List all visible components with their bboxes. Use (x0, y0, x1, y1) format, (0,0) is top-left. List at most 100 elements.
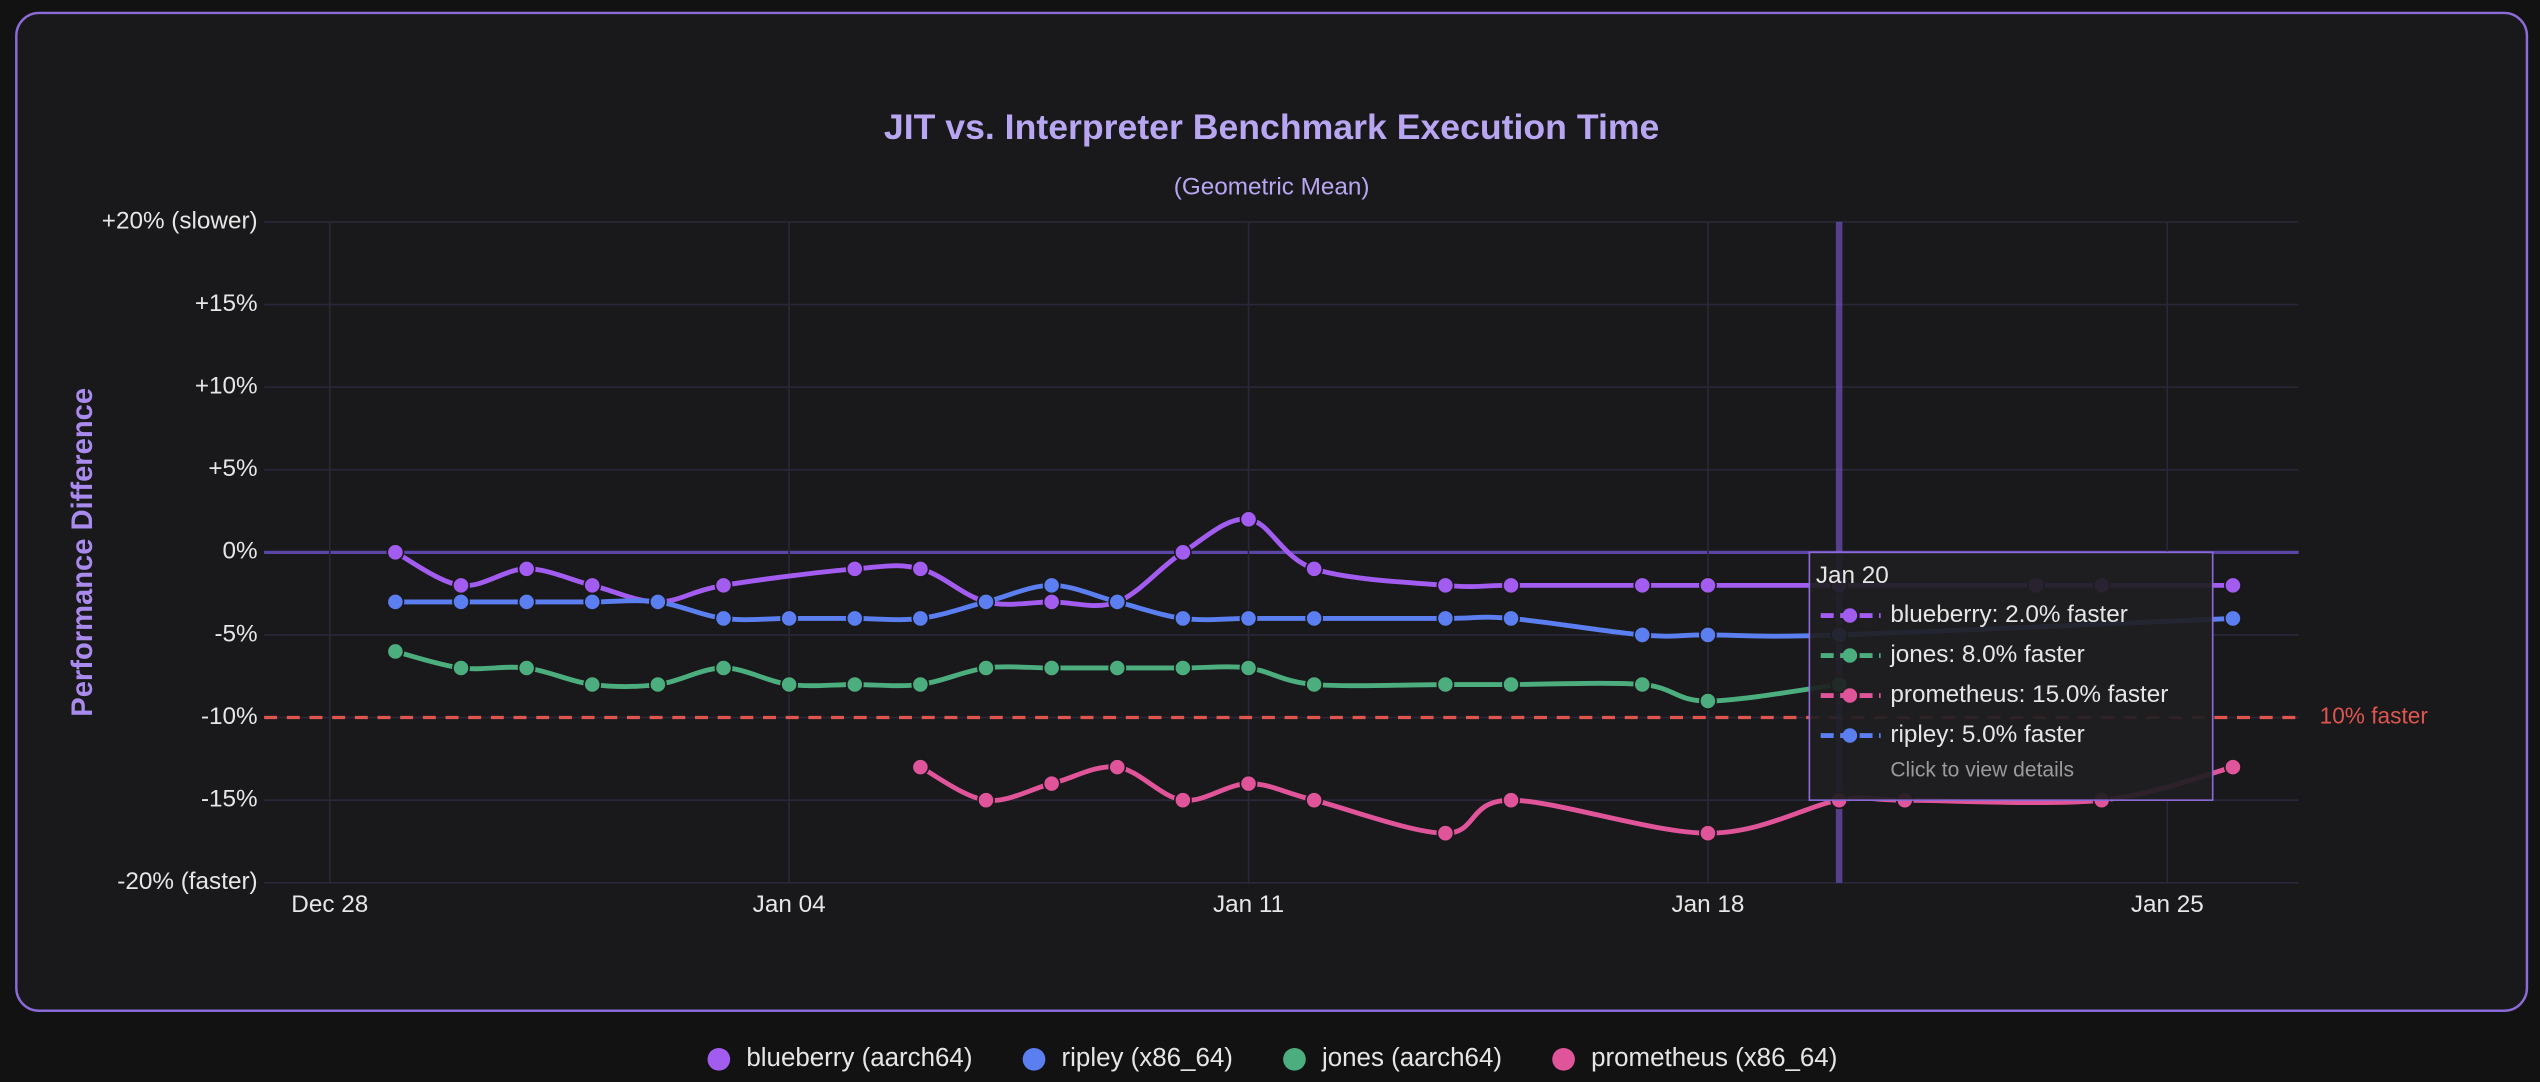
data-point[interactable] (845, 675, 864, 694)
legend-label: ripley (x86_64) (1062, 1044, 1233, 1072)
data-point[interactable] (1633, 576, 1652, 595)
x-tick-label: Jan 25 (2131, 891, 2204, 918)
data-point[interactable] (1305, 559, 1324, 578)
data-point[interactable] (911, 675, 930, 694)
legend-label: jones (aarch64) (1321, 1044, 1502, 1072)
data-point[interactable] (714, 576, 733, 595)
data-point[interactable] (1173, 791, 1192, 810)
data-point[interactable] (780, 675, 799, 694)
data-point[interactable] (714, 659, 733, 677)
chart-title: JIT vs. Interpreter Benchmark Execution … (884, 107, 1659, 147)
data-point[interactable] (1502, 576, 1520, 595)
data-point[interactable] (1699, 824, 1717, 843)
y-tick-label: -10% (201, 703, 258, 730)
data-point[interactable] (386, 592, 405, 611)
y-tick-label: +15% (195, 290, 258, 317)
data-point[interactable] (517, 592, 536, 611)
data-point[interactable] (911, 758, 930, 777)
x-tick-label: Jan 11 (1213, 891, 1284, 918)
data-point[interactable] (911, 559, 930, 578)
data-point[interactable] (1239, 774, 1258, 793)
data-point[interactable] (911, 609, 930, 628)
chart-subtitle: (Geometric Mean) (1174, 173, 1370, 200)
legend-label: prometheus (x86_64) (1591, 1044, 1837, 1072)
data-point[interactable] (1436, 576, 1455, 595)
data-point[interactable] (1699, 626, 1717, 644)
data-point[interactable] (517, 559, 536, 578)
data-point[interactable] (1042, 774, 1061, 793)
data-point[interactable] (386, 543, 405, 562)
data-point[interactable] (1436, 675, 1455, 694)
data-point[interactable] (583, 576, 602, 595)
data-point[interactable] (648, 592, 667, 611)
legend-swatch (1552, 1047, 1575, 1071)
data-point[interactable] (452, 659, 470, 677)
tooltip-item: ripley: 5.0% faster (1890, 721, 2084, 748)
legend-swatch (707, 1047, 731, 1071)
legend-item[interactable]: ripley (x86_64) (1022, 1044, 1233, 1072)
x-tick-label: Dec 28 (291, 891, 368, 918)
data-point[interactable] (583, 592, 602, 611)
data-point[interactable] (977, 659, 995, 677)
data-point[interactable] (2224, 609, 2242, 628)
data-point[interactable] (1173, 609, 1192, 628)
data-point[interactable] (1305, 675, 1324, 694)
data-point[interactable] (1239, 609, 1258, 628)
data-point[interactable] (648, 675, 667, 694)
data-point[interactable] (780, 609, 799, 628)
data-point[interactable] (977, 791, 995, 810)
legend-item[interactable]: jones (aarch64) (1283, 1044, 1502, 1072)
data-point[interactable] (845, 609, 864, 628)
data-point[interactable] (386, 642, 405, 661)
data-point[interactable] (1239, 659, 1258, 677)
data-point[interactable] (517, 659, 536, 677)
data-point[interactable] (714, 609, 733, 628)
data-point[interactable] (452, 592, 470, 611)
data-point[interactable] (845, 559, 864, 578)
tooltip-box (1808, 551, 2214, 801)
data-point[interactable] (1108, 758, 1127, 777)
data-point[interactable] (1502, 609, 1520, 628)
data-point[interactable] (452, 576, 470, 595)
data-point[interactable] (1305, 609, 1324, 628)
tooltip-hint[interactable]: Click to view details (1890, 759, 2074, 782)
y-tick-label: -15% (201, 786, 258, 813)
data-point[interactable] (1173, 543, 1192, 562)
data-point[interactable] (1502, 675, 1520, 694)
data-point[interactable] (1108, 659, 1127, 677)
y-axis-title: Performance Difference (67, 388, 99, 717)
tooltip-icon-dot (1842, 688, 1858, 703)
legend: blueberry (aarch64) ripley (x86_64) jones … (707, 1044, 1837, 1072)
data-point[interactable] (1042, 576, 1061, 595)
data-point[interactable] (1173, 659, 1192, 677)
legend-item[interactable]: blueberry (aarch64) (707, 1044, 973, 1072)
data-point[interactable] (977, 592, 995, 611)
chart-frame (15, 11, 2529, 1012)
data-point[interactable] (1305, 791, 1324, 810)
data-point[interactable] (1042, 592, 1061, 611)
data-point[interactable] (1502, 791, 1520, 810)
data-point[interactable] (1239, 510, 1258, 529)
data-point[interactable] (1633, 626, 1652, 644)
data-point[interactable] (1108, 592, 1127, 611)
data-point[interactable] (2224, 758, 2242, 777)
data-point[interactable] (1436, 824, 1455, 843)
tooltip-item: prometheus: 15.0% faster (1890, 681, 2168, 708)
legend-label: blueberry (aarch64) (746, 1044, 972, 1072)
tooltip-icon-dot (1842, 728, 1858, 743)
tooltip-item: blueberry: 2.0% faster (1890, 601, 2128, 628)
data-point[interactable] (1699, 692, 1717, 710)
data-point[interactable] (1042, 659, 1061, 677)
data-point[interactable] (583, 675, 602, 694)
x-tick-label: Jan 18 (1671, 891, 1744, 918)
data-point[interactable] (1633, 675, 1652, 694)
data-point[interactable] (1436, 609, 1455, 628)
legend-swatch (1283, 1047, 1306, 1071)
data-point[interactable] (2224, 576, 2242, 595)
reference-label: 10% faster (2320, 703, 2429, 729)
data-point[interactable] (1699, 576, 1717, 595)
legend-item[interactable]: prometheus (x86_64) (1552, 1044, 1837, 1072)
